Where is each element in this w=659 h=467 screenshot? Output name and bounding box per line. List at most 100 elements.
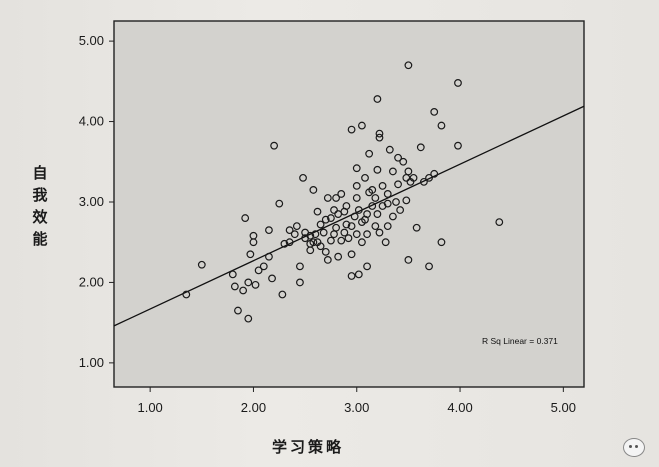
- scatter-point: [437, 121, 446, 130]
- scatter-point: [306, 246, 315, 255]
- y-axis-title-char: 能: [32, 230, 47, 248]
- y-tick-label: 4.00: [79, 114, 104, 129]
- scatter-point: [378, 182, 387, 190]
- scatter-point: [371, 222, 380, 231]
- scatter-point: [402, 196, 411, 205]
- scatter-point: [412, 223, 421, 232]
- scatter-point: [316, 220, 325, 229]
- scatter-point: [290, 230, 299, 239]
- scatter-point: [182, 290, 191, 299]
- scatter-point: [389, 212, 397, 221]
- scatter-point: [363, 262, 371, 271]
- scatter-point: [365, 188, 374, 197]
- y-axis-title-char: 效: [32, 208, 48, 226]
- scatter-point: [230, 282, 239, 291]
- scatter-point: [394, 180, 402, 189]
- scatter-point: [347, 222, 356, 231]
- scatter-point: [404, 167, 413, 176]
- scatter-point: [321, 247, 330, 256]
- scatter-point: [244, 314, 253, 323]
- scatter-point: [299, 173, 307, 182]
- scatter-point: [389, 167, 397, 176]
- scatter-point: [385, 145, 394, 154]
- scatter-point: [347, 272, 356, 280]
- scatter-point: [381, 238, 390, 247]
- x-tick-label: 5.00: [551, 400, 576, 415]
- scatter-point: [306, 231, 315, 240]
- scatter-point: [241, 214, 250, 222]
- scatter-point: [350, 212, 359, 221]
- y-tick-label: 1.00: [79, 355, 104, 370]
- scatter-points: [182, 61, 504, 323]
- r-squared-label: R Sq Linear = 0.371: [482, 336, 558, 346]
- scatter-point: [347, 125, 356, 134]
- scatter-point: [323, 256, 332, 264]
- scatter-point: [347, 250, 356, 259]
- scatter-point: [254, 266, 263, 275]
- scatter-point: [365, 149, 374, 158]
- scatter-point: [430, 107, 439, 116]
- scatter-point: [270, 141, 279, 150]
- scatter-point: [280, 239, 289, 248]
- scatter-point: [275, 199, 284, 208]
- scatter-point: [437, 238, 446, 247]
- scatter-point: [265, 226, 273, 235]
- scatter-point: [373, 95, 382, 103]
- scatter-point: [337, 190, 346, 198]
- scatter-point: [285, 238, 294, 247]
- scatter-point: [495, 218, 504, 226]
- scatter-point: [373, 165, 382, 174]
- scatter-point: [319, 228, 328, 237]
- scatter-point: [396, 206, 405, 214]
- scatter-point: [278, 290, 287, 299]
- scatter-point: [419, 177, 428, 186]
- scatter-point: [285, 226, 294, 235]
- scatter-point: [371, 194, 380, 202]
- scatter-point: [454, 141, 462, 150]
- scatter-point: [368, 202, 377, 210]
- scatter-point: [344, 234, 353, 243]
- scatter-point: [392, 198, 400, 206]
- scatter-point: [416, 143, 425, 152]
- x-tick-label: 3.00: [344, 400, 369, 415]
- scatter-point: [342, 202, 351, 210]
- scatter-point: [358, 238, 366, 247]
- scatter-point: [334, 252, 343, 261]
- scatter-point: [197, 260, 206, 269]
- scatter-point: [309, 238, 318, 247]
- scatter-point: [268, 274, 276, 283]
- scatter-point: [375, 133, 384, 142]
- scatter-point: [342, 220, 351, 229]
- scatter-point: [311, 230, 320, 239]
- scatter-point: [375, 129, 384, 138]
- scatter-point: [425, 262, 433, 271]
- watermark: [623, 438, 645, 457]
- scatter-point: [249, 231, 258, 240]
- scatter-point: [337, 236, 346, 245]
- scatter-point: [296, 262, 304, 271]
- scatter-point: [363, 230, 371, 239]
- scatter-point: [239, 286, 248, 295]
- scatter-point: [394, 153, 402, 162]
- fit-line: [113, 105, 585, 327]
- scatter-point: [409, 173, 418, 182]
- scatter-point: [430, 169, 439, 178]
- scatter-point: [352, 182, 361, 190]
- scatter-point: [327, 236, 335, 245]
- axis-ticks: 1.00 2.00 3.00 4.00 5.00 1.00 2.00 3.00 4.00 5.00: [79, 33, 576, 415]
- scatter-point: [292, 222, 301, 231]
- y-tick-label: 5.00: [79, 33, 104, 48]
- x-tick-label: 2.00: [241, 400, 266, 415]
- scatter-point: [234, 306, 242, 315]
- wechat-icon: [623, 438, 645, 457]
- scatter-point: [352, 194, 361, 202]
- scatter-point: [354, 270, 363, 279]
- x-tick-label: 4.00: [447, 400, 472, 415]
- scatter-point: [361, 173, 369, 182]
- scatter-point: [404, 61, 413, 70]
- scatter-point: [330, 206, 338, 214]
- scatter-point: [399, 157, 408, 166]
- scatter-point: [340, 228, 349, 237]
- scatter-point: [383, 222, 392, 231]
